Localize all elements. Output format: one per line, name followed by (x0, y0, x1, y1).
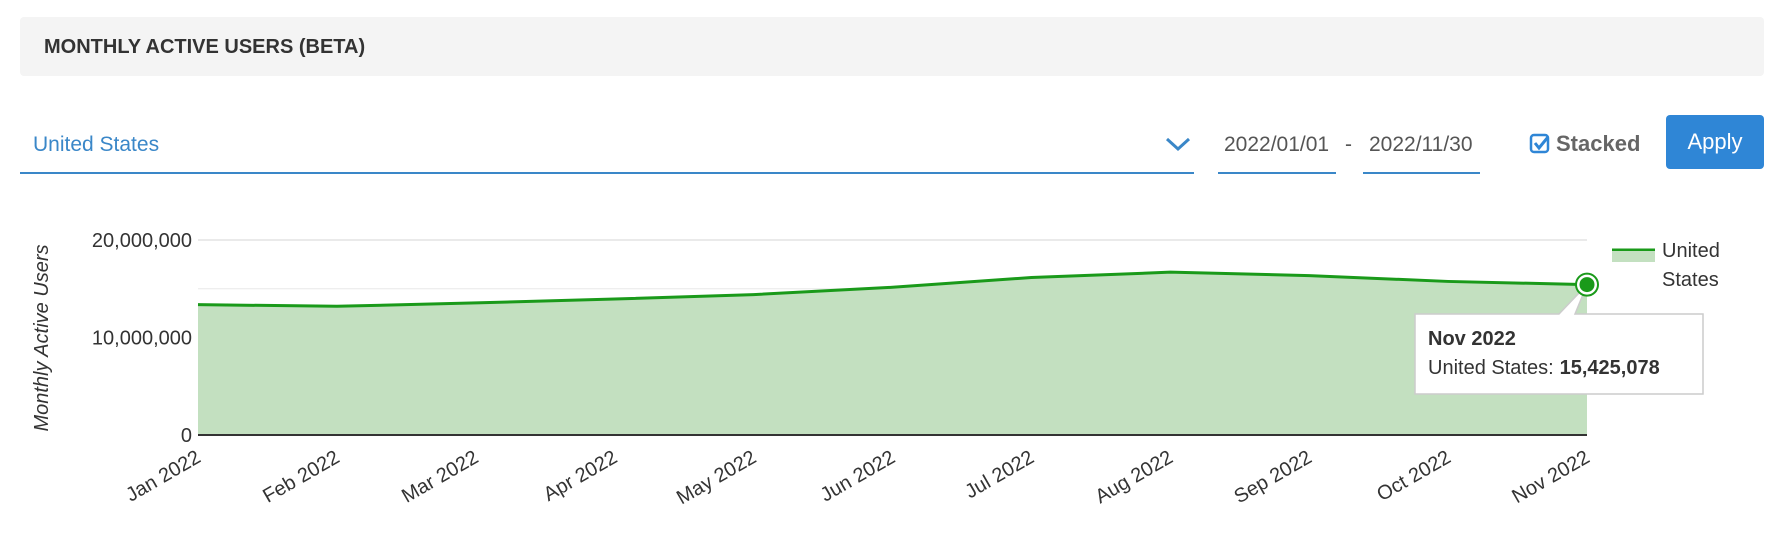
x-tick-label: Apr 2022 (540, 446, 621, 506)
line (197, 270, 1588, 308)
x-tick-label: Feb 2022 (259, 446, 343, 507)
date-from[interactable]: 2022/01/01 (1218, 132, 1336, 174)
y-axis-label-text: Monthly Active Users (31, 244, 53, 431)
chevron (1165, 137, 1191, 152)
tooltip-series: United States: (1428, 357, 1554, 379)
check-mark (1533, 136, 1550, 151)
country-value: United States (33, 133, 160, 156)
tooltip-title: Nov 2022 (1428, 328, 1516, 350)
date-separator: - (1345, 133, 1352, 156)
x-tick-label: Jul 2022 (961, 446, 1037, 503)
x-tick-label: Mar 2022 (398, 446, 482, 507)
y-tick-label: 0 (181, 425, 192, 447)
tooltip-box (1414, 284, 1704, 395)
y-tick-label: 20,000,000 (92, 230, 192, 252)
header: MONTHLY ACTIVE USERS (BETA) (20, 17, 1764, 76)
x-tick-label: Nov 2022 (1508, 446, 1593, 508)
tooltip-row: United States: 15,425,078 (1428, 357, 1660, 379)
x-tick-label: Sep 2022 (1231, 446, 1316, 508)
x-tick-label: Oct 2022 (1373, 446, 1454, 506)
apply-label: Apply (1687, 129, 1743, 154)
apply-button[interactable]: Apply (1666, 115, 1764, 169)
stacked-label: Stacked (1556, 131, 1641, 156)
legend-swatch (1612, 251, 1655, 262)
area (198, 272, 1587, 435)
point (1576, 274, 1598, 296)
country-select[interactable]: United States (20, 132, 1194, 174)
x-tick-label: Aug 2022 (1092, 446, 1177, 508)
point-ring (1575, 272, 1599, 297)
x-tick-label: Jun 2022 (817, 446, 899, 506)
y-tick-label: 10,000,000 (92, 328, 192, 350)
legend-label: United States (1662, 240, 1720, 291)
tooltip-value: 15,425,078 (1560, 357, 1660, 379)
date-from-value: 2022/01/01 (1224, 133, 1330, 156)
y-axis-label: Monthly Active Users (31, 244, 53, 431)
date-to-value: 2022/11/30 (1369, 133, 1473, 156)
x-tick-label: May 2022 (673, 446, 760, 509)
date-to[interactable]: 2022/11/30 (1363, 132, 1480, 174)
header-title: MONTHLY ACTIVE USERS (BETA) (44, 36, 366, 58)
stacked-checkbox[interactable] (1529, 133, 1551, 155)
x-tick-label: Jan 2022 (122, 446, 204, 506)
